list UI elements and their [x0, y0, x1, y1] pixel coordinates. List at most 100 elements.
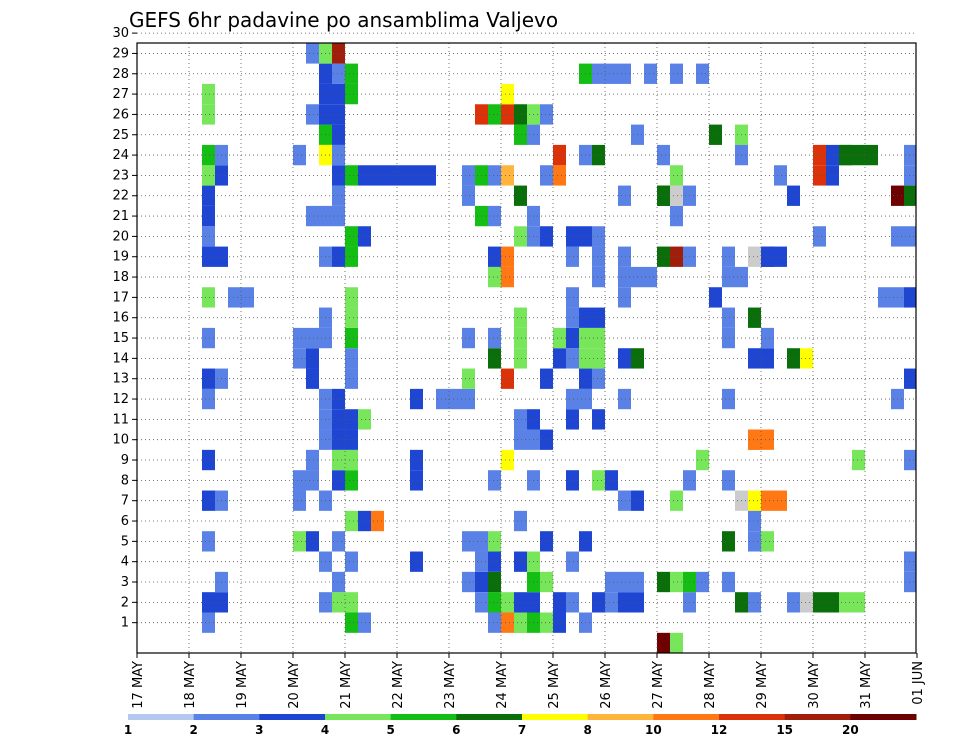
heatmap-cell — [722, 571, 735, 593]
heatmap-cell — [202, 327, 215, 349]
heatmap-cell — [618, 388, 631, 410]
y-tick-label: 7 — [121, 494, 129, 509]
heatmap-cell — [592, 266, 605, 288]
heatmap-cell — [722, 266, 735, 288]
heatmap-cell — [332, 246, 345, 267]
heatmap-cell — [774, 165, 787, 186]
heatmap-cell — [488, 104, 501, 125]
heatmap-cell — [202, 144, 215, 166]
heatmap-cell — [748, 348, 761, 369]
heatmap-cell — [566, 327, 579, 349]
heatmap-cell — [410, 449, 423, 471]
heatmap-cell — [748, 592, 761, 613]
heatmap-cell — [501, 246, 514, 267]
heatmap-cell — [618, 246, 631, 267]
heatmap-cell — [488, 531, 501, 552]
heatmap-cell — [332, 429, 345, 450]
heatmap-cell — [774, 246, 787, 267]
heatmap-cell — [345, 226, 358, 247]
heatmap-cell — [657, 246, 670, 267]
heatmap-cell — [748, 307, 761, 328]
y-tick-label: 8 — [121, 473, 129, 488]
y-tick-label: 9 — [121, 453, 129, 468]
y-tick-label: 22 — [112, 189, 129, 204]
heatmap-cell — [540, 226, 553, 247]
colorbar-label: 15 — [776, 723, 793, 737]
heatmap-cell — [488, 592, 501, 613]
y-tick-label: 6 — [121, 514, 129, 529]
heatmap-cell — [605, 571, 618, 593]
heatmap-cell — [566, 226, 579, 247]
colorbar-swatch — [325, 714, 392, 720]
heatmap-cell — [345, 307, 358, 328]
heatmap-cell — [345, 348, 358, 369]
heatmap-cell — [592, 470, 605, 491]
heatmap-cell — [345, 327, 358, 349]
heatmap-cell — [293, 490, 306, 511]
heatmap-cell — [670, 571, 683, 593]
heatmap-cell — [540, 368, 553, 389]
heatmap-cell — [293, 327, 306, 349]
heatmap-cell — [501, 104, 514, 125]
heatmap-cell — [488, 348, 501, 369]
heatmap-cell — [670, 490, 683, 511]
colorbar-label: 20 — [842, 723, 859, 737]
heatmap-cell — [566, 592, 579, 613]
colorbar-label: 2 — [189, 723, 197, 737]
heatmap-cell — [644, 266, 657, 288]
heatmap-cell — [605, 470, 618, 491]
heatmap-cell — [397, 165, 410, 186]
heatmap-cell — [462, 185, 475, 206]
y-tick-label: 1 — [121, 616, 129, 631]
heatmap-cell — [592, 592, 605, 613]
heatmap-cell — [358, 510, 371, 532]
x-tick-label: 19 MAY — [235, 661, 250, 709]
heatmap-cell — [514, 348, 527, 369]
heatmap-cell — [306, 104, 319, 125]
heatmap-cell — [332, 104, 345, 125]
heatmap-cell — [709, 124, 722, 145]
y-tick-label: 11 — [112, 412, 129, 427]
heatmap-cell — [644, 63, 657, 84]
heatmap-cell — [592, 327, 605, 349]
heatmap-cell — [670, 63, 683, 84]
heatmap-cell — [618, 490, 631, 511]
heatmap-cell — [748, 531, 761, 552]
colorbar-label: 3 — [255, 723, 263, 737]
heatmap-cell — [514, 104, 527, 125]
heatmap-cell — [501, 592, 514, 613]
heatmap-cell — [202, 449, 215, 471]
colorbar-label: 6 — [452, 723, 460, 737]
y-tick-label: 20 — [112, 229, 129, 244]
heatmap-cell — [592, 307, 605, 328]
x-axis: 17 MAY 18 MAY 19 MAY 20 MAY 21 MAY 22 MAY 23 M… — [131, 653, 926, 709]
heatmap-cell — [605, 592, 618, 613]
heatmap-cell — [332, 205, 345, 227]
heatmap-cell — [501, 368, 514, 389]
heatmap-cell — [826, 592, 839, 613]
heatmap-cell — [202, 246, 215, 267]
y-tick-label: 27 — [112, 87, 129, 102]
heatmap-cell — [748, 490, 761, 511]
colorbar-swatch — [128, 714, 195, 720]
heatmap-cell — [410, 470, 423, 491]
x-tick-label: 23 MAY — [443, 661, 458, 709]
heatmap-cell — [345, 551, 358, 572]
heatmap-cell — [566, 307, 579, 328]
heatmap-cell — [501, 266, 514, 288]
colorbar-label: 7 — [518, 723, 526, 737]
heatmap-cell — [553, 592, 566, 613]
heatmap-cell — [202, 185, 215, 206]
y-tick-label: 19 — [112, 250, 129, 265]
heatmap-cell — [761, 327, 774, 349]
y-tick-label: 30 — [112, 26, 129, 41]
heatmap-cell — [462, 368, 475, 389]
heatmap-cell — [345, 83, 358, 105]
heatmap-cell — [306, 327, 319, 349]
heatmap-cell — [332, 43, 345, 64]
colorbar-label: 8 — [583, 723, 591, 737]
heatmap-cell — [514, 185, 527, 206]
x-tick-label: 25 MAY — [547, 661, 562, 709]
heatmap-cell — [306, 43, 319, 64]
